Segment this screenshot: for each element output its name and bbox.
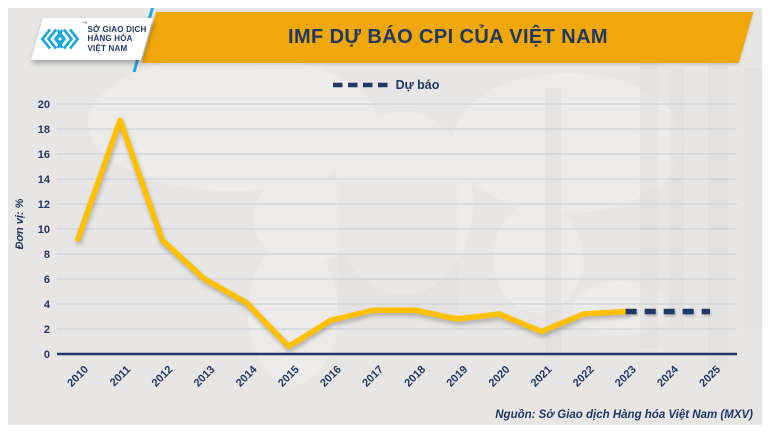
y-tick-label: 2 — [44, 324, 50, 336]
y-tick-label: 20 — [38, 99, 50, 111]
legend-forecast-label: Dự báo — [395, 78, 440, 92]
x-tick-label: 2021 — [529, 364, 555, 390]
world-map-watermark — [88, 38, 762, 385]
y-axis-unit-label: Đơn vị: % — [14, 198, 26, 250]
x-tick-label: 2017 — [360, 364, 386, 390]
page-title: IMF DỰ BÁO CPI CỦA VIỆT NAM — [287, 26, 608, 48]
x-tick-label: 2023 — [613, 364, 639, 390]
cpi-series-line — [75, 117, 629, 350]
x-tick-label: 2016 — [318, 364, 344, 390]
y-tick-label: 0 — [44, 349, 50, 361]
x-tick-label: 2013 — [192, 364, 218, 390]
x-tick-label: 2025 — [697, 364, 723, 390]
mxv-logo-card: ™ SỞ GIAO DỊCH HÀNG HÓA VIỆT NAM — [30, 18, 154, 60]
mxv-logo-text: SỞ GIAO DỊCH HÀNG HÓA VIỆT NAM — [87, 25, 146, 53]
forecast-dash-swatch — [332, 82, 388, 88]
y-tick-label: 8 — [44, 249, 50, 261]
x-tick-label: 2015 — [276, 364, 302, 390]
x-tick-label: 2022 — [571, 364, 597, 390]
x-tick-label: 2010 — [65, 364, 91, 390]
source-credit: Nguồn: Sở Giao dịch Hàng hóa Việt Nam (M… — [495, 409, 753, 421]
y-tick-label: 12 — [38, 199, 50, 211]
y-tick-label: 4 — [44, 299, 51, 311]
cpi-line-chart: 0 2 4 6 8 10 12 14 16 18 20 2010 2011 2012 2013 2014 201… — [38, 99, 737, 390]
y-tick-label: 6 — [44, 274, 50, 286]
x-tick-label: 2014 — [234, 363, 260, 389]
title-banner: IMF DỰ BÁO CPI CỦA VIỆT NAM — [141, 12, 754, 63]
x-tick-label: 2012 — [150, 364, 176, 390]
x-tick-label: 2011 — [108, 364, 133, 389]
mxv-logo: ™ SỞ GIAO DỊCH HÀNG HÓA VIỆT NAM — [37, 18, 147, 60]
x-tick-label: 2018 — [402, 364, 428, 390]
y-tick-label: 16 — [38, 149, 50, 161]
mxv-chevron-icon: ™ — [37, 21, 87, 54]
y-tick-label: 10 — [38, 224, 50, 236]
logo-line-1: SỞ GIAO DỊCH — [87, 24, 147, 34]
logo-line-2: HÀNG HÓA — [87, 34, 133, 44]
x-tick-label: 2019 — [444, 364, 470, 390]
y-tick-label: 18 — [38, 124, 50, 136]
x-tick-label: 2020 — [487, 364, 513, 390]
logo-line-3: VIỆT NAM — [87, 43, 128, 53]
x-tick-label: 2024 — [655, 363, 681, 389]
chart-legend: Dự báo — [8, 76, 762, 94]
infographic-panel: IMF DỰ BÁO CPI CỦA VIỆT NAM — [8, 8, 762, 425]
y-tick-label: 14 — [38, 174, 51, 186]
trademark-symbol: ™ — [82, 21, 88, 27]
